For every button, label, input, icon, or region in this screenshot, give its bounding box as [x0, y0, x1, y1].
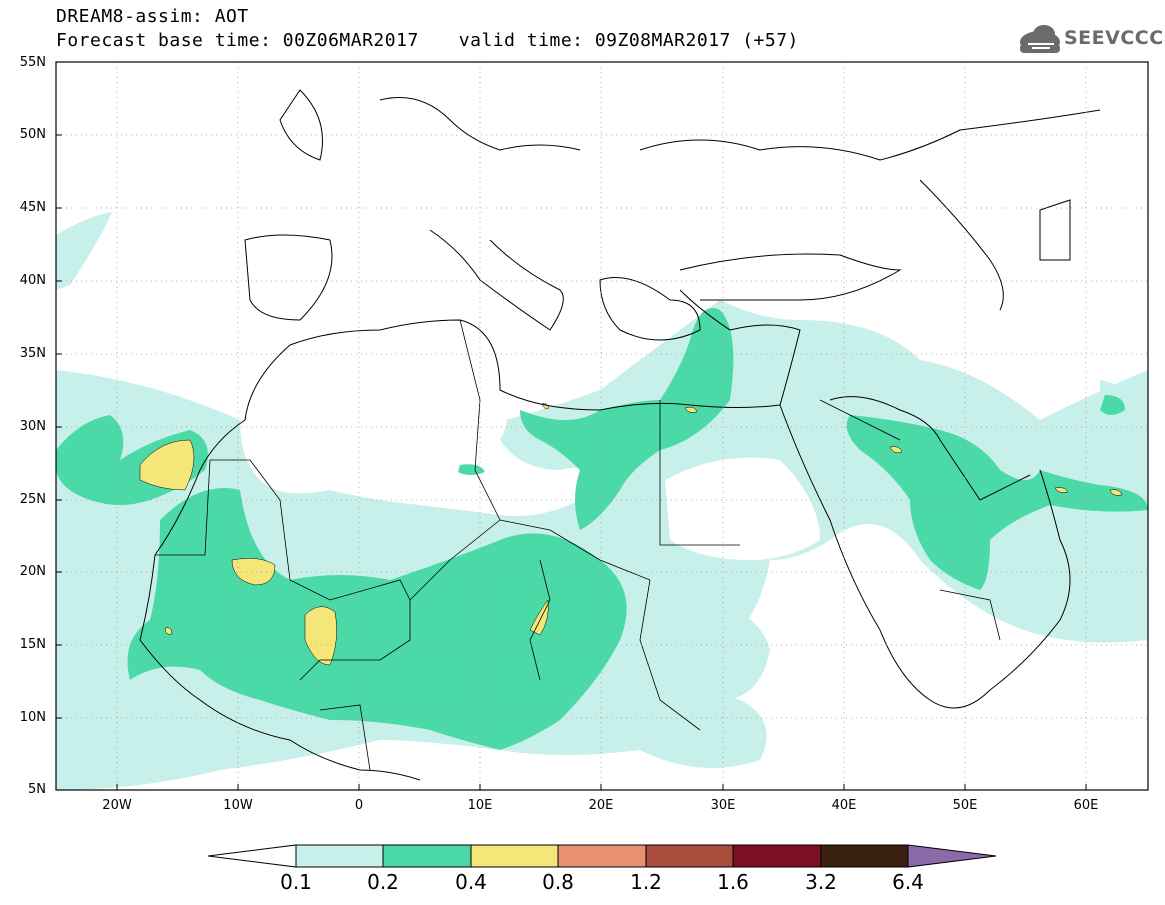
lat-label: 15N [19, 637, 46, 652]
lon-label: 20E [588, 798, 614, 813]
borders [155, 319, 1001, 771]
lat-label: 30N [19, 419, 46, 434]
colorbar-low-arrow [207, 844, 297, 868]
lon-label: 10E [467, 798, 493, 813]
lat-label: 55N [19, 55, 46, 70]
colorbar-swatch-1 [382, 844, 472, 868]
aot-level-0.2 [56, 308, 1148, 750]
colorbar [207, 844, 997, 868]
colorbar-label: 1.2 [630, 870, 662, 894]
lat-label: 25N [19, 492, 46, 507]
lon-label: 50E [952, 798, 978, 813]
lat-label: 10N [19, 710, 46, 725]
colorbar-label: 3.2 [805, 870, 837, 894]
colorbar-label: 6.4 [892, 870, 924, 894]
aot-level-0.4 [139, 403, 1123, 666]
lat-label: 20N [19, 564, 46, 579]
valid-time: valid time: 09Z08MAR2017 (+57) [458, 30, 799, 51]
colorbar-swatch-6 [820, 844, 909, 868]
lon-label: 0 [354, 798, 364, 813]
colorbar-label: 0.1 [280, 870, 312, 894]
colorbar-high-arrow [907, 844, 997, 868]
colorbar-swatch-4 [645, 844, 734, 868]
colorbar-swatch-5 [732, 844, 822, 868]
logo-text: SEEVCCC [1064, 27, 1164, 49]
colorbar-label: 0.4 [455, 870, 487, 894]
lat-label: 45N [19, 200, 46, 215]
tick-marks [56, 134, 1087, 790]
time-info: Forecast base time: 00Z06MAR2017 valid ti… [56, 30, 799, 51]
colorbar-swatch-0 [295, 844, 384, 868]
grid-lines [56, 62, 1148, 790]
colorbar-swatch-2 [470, 844, 559, 868]
seevccc-logo [1020, 25, 1060, 53]
lon-label: 20W [102, 798, 132, 813]
coastlines [139, 89, 1101, 781]
colorbar-label: 0.8 [542, 870, 574, 894]
clear-areas [240, 387, 820, 560]
lat-label: 35N [19, 346, 46, 361]
map-frame [55, 61, 1149, 791]
colorbar-label: 1.6 [717, 870, 749, 894]
colorbar-swatch-3 [557, 844, 647, 868]
colorbar-label: 0.2 [367, 870, 399, 894]
lat-label: 50N [19, 127, 46, 142]
lon-label: 60E [1073, 798, 1099, 813]
lat-label: 5N [28, 782, 46, 797]
map-title: DREAM8-assim: AOT [56, 6, 249, 27]
lat-label: 40N [19, 273, 46, 288]
base-time: Forecast base time: 00Z06MAR2017 [56, 30, 419, 51]
lon-label: 40E [831, 798, 857, 813]
lon-label: 30E [710, 798, 736, 813]
lon-label: 10W [223, 798, 253, 813]
